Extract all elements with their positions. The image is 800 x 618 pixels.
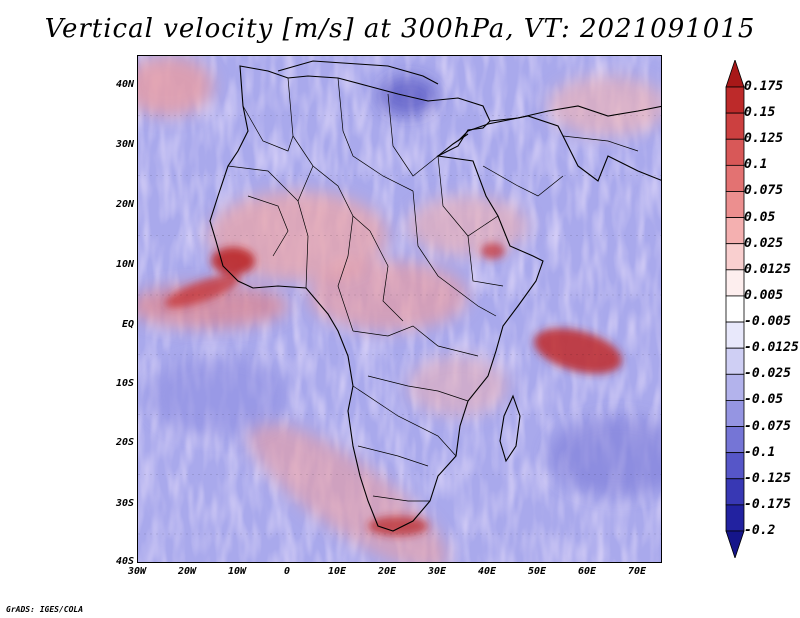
colorbar-label: 0.1 [744, 157, 768, 173]
chart-title: Vertical velocity [m/s] at 300hPa, VT: 2… [44, 14, 756, 44]
colorbar-label: 0.0125 [744, 261, 791, 277]
colorbar-swatch [725, 347, 745, 375]
colorbar-label: -0.2 [744, 523, 776, 538]
upward-motion-areas [138, 56, 661, 562]
colorbar-label: -0.125 [744, 470, 791, 486]
colorbar-label: -0.1 [744, 444, 776, 460]
colorbar-swatch [725, 164, 745, 192]
lat-label-30n: 30N [115, 139, 134, 150]
lon-label-10e: 10E [327, 566, 347, 577]
lon-label-20e: 20E [377, 566, 397, 577]
strong-upward-cores [165, 243, 622, 536]
lon-label-30e: 30E [427, 566, 447, 577]
colorbar-label: 0.005 [744, 287, 784, 303]
footer-credit: GrADS: IGES/COLA [6, 605, 84, 614]
coastlines [209, 60, 661, 532]
colorbar-label: -0.175 [744, 496, 791, 512]
colorbar-label: 0.025 [744, 235, 784, 251]
colorbar-label: -0.0125 [744, 340, 799, 356]
map-canvas [138, 56, 661, 562]
colorbar-swatch [725, 400, 745, 427]
colorbar-swatch [725, 112, 745, 140]
lon-label-70e: 70E [627, 566, 647, 577]
colorbar-swatch [725, 478, 745, 506]
colorbar-swatch [725, 373, 745, 401]
colorbar-label: 0.175 [744, 79, 784, 94]
colorbar-label: -0.025 [744, 366, 791, 382]
lat-label-20n: 20N [115, 199, 134, 210]
lat-label-10n: 10N [115, 259, 134, 270]
colorbar-swatches [725, 60, 745, 558]
colorbar-label: -0.05 [744, 392, 784, 408]
lat-label-eq: EQ [121, 319, 134, 330]
lon-label-10w: 10W [227, 566, 247, 577]
lat-label-20s: 20S [115, 437, 134, 448]
colorbar-cap-top [725, 60, 745, 88]
colorbar-cap-bottom [725, 530, 745, 558]
lon-label-50e: 50E [527, 566, 547, 577]
colorbar-swatch [725, 191, 745, 218]
lat-label-40n: 40N [115, 79, 134, 90]
colorbar-swatch [725, 295, 745, 323]
colorbar-label: 0.125 [744, 131, 784, 147]
lat-label-10s: 10S [115, 378, 134, 389]
lon-label-0: 0 [283, 566, 291, 577]
colorbar-swatch [725, 138, 745, 166]
colorbar-label: 0.05 [744, 209, 776, 225]
colorbar-label: -0.075 [744, 418, 791, 434]
colorbar-swatch [725, 504, 745, 532]
lat-label-30s: 30S [115, 498, 134, 509]
downward-motion-areas [148, 76, 661, 496]
colorbar-swatch [725, 217, 745, 245]
colorbar-swatch [725, 426, 745, 454]
colorbar-label: -0.005 [744, 314, 791, 330]
lon-label-40e: 40E [477, 566, 497, 577]
lon-label-30w: 30W [127, 566, 147, 577]
lat-label-40s: 40S [115, 556, 134, 567]
lon-label-60e: 60E [577, 566, 597, 577]
colorbar-swatch [725, 321, 745, 349]
colorbar-swatch [725, 86, 745, 114]
country-borders [227, 77, 639, 502]
colorbar-swatch [725, 243, 745, 271]
colorbar-label: 0.075 [744, 183, 784, 199]
lon-label-20w: 20W [177, 566, 197, 577]
colorbar-swatch [725, 269, 745, 297]
colorbar-label: 0.15 [744, 105, 776, 121]
colorbar-swatch [725, 452, 745, 480]
map-panel[interactable] [137, 55, 662, 563]
colorbar [725, 60, 745, 558]
